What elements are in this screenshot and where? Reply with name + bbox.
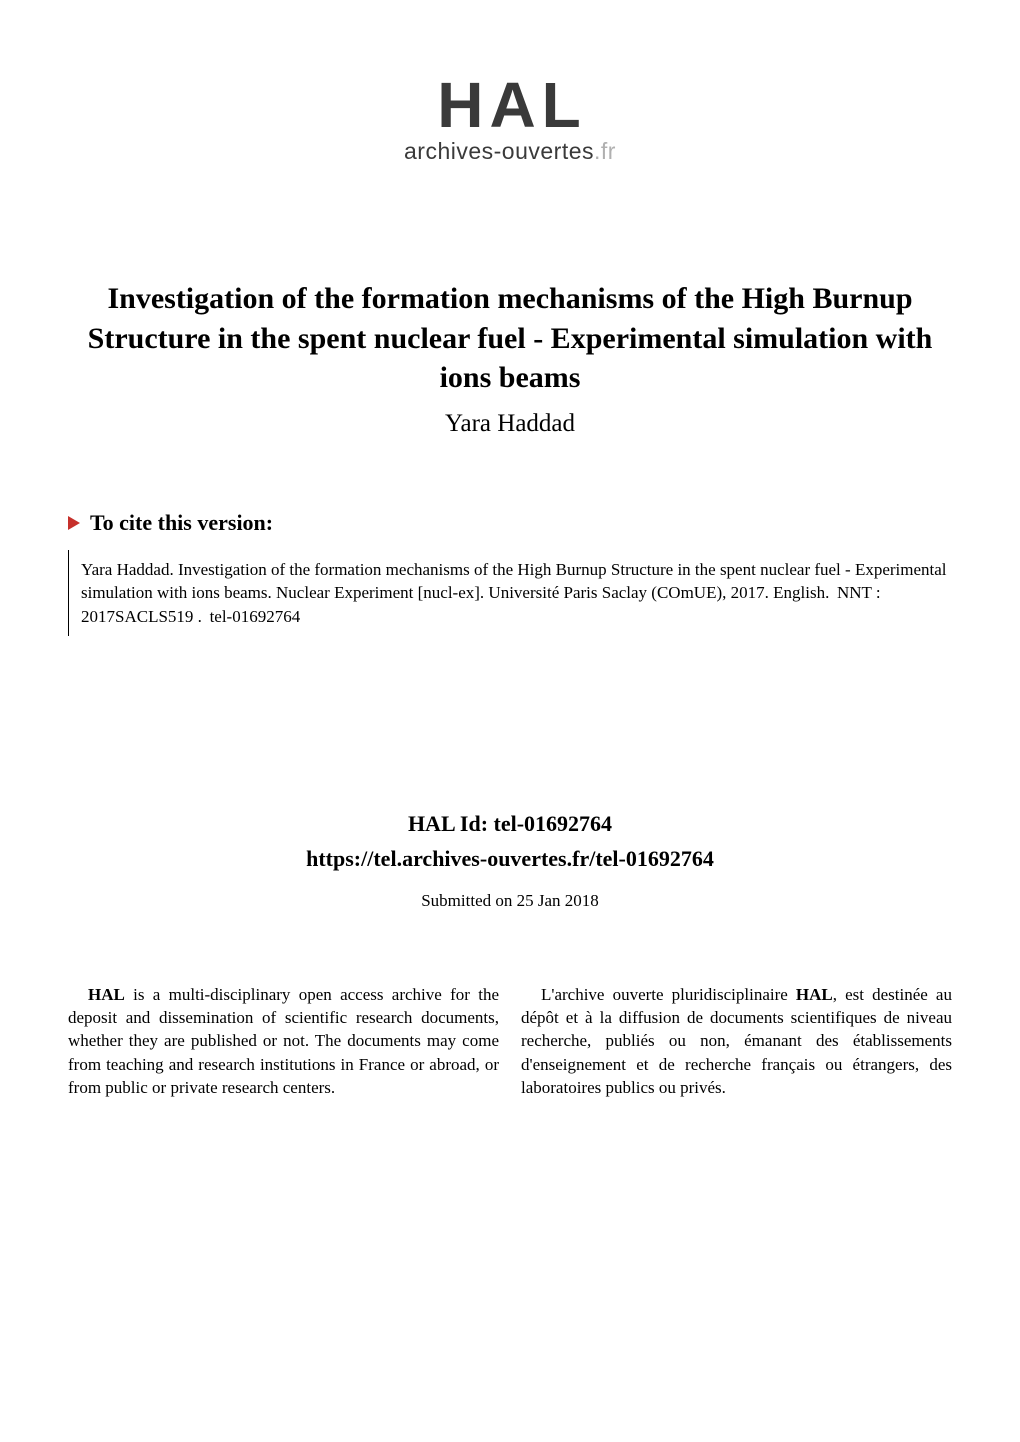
column-left: HAL is a multi-disciplinary open access … [68,983,499,1100]
col-left-text: is a multi-disciplinary open access arch… [68,985,499,1098]
hal-id-section: HAL Id: tel-01692764 https://tel.archive… [0,806,1020,910]
hal-logo: H A L archives-ouvertes.fr [404,68,616,165]
column-right: L'archive ouverte pluridisciplinaire HAL… [521,983,952,1100]
description-columns: HAL is a multi-disciplinary open access … [0,983,1020,1100]
cite-heading: To cite this version: [68,510,952,536]
triangle-right-icon [68,516,80,530]
cite-heading-text: To cite this version: [90,510,273,536]
hal-url: https://tel.archives-ouvertes.fr/tel-016… [0,841,1020,876]
hal-logo-subtitle: archives-ouvertes.fr [404,138,616,165]
cite-section: To cite this version: Yara Haddad. Inves… [0,510,1020,636]
citation-text: Yara Haddad. Investigation of the format… [68,550,952,636]
hal-logo-letters: H A L [437,68,583,142]
logo-subtitle-suffix: .fr [594,138,616,164]
submitted-date: Submitted on 25 Jan 2018 [0,891,1020,911]
col-right-text: L'archive ouverte pluridisciplinaire HAL… [521,985,952,1098]
logo-letter-l: L [542,68,583,142]
hal-logo-area: H A L archives-ouvertes.fr [0,0,1020,165]
hal-id-label: HAL Id: tel-01692764 [0,806,1020,841]
paper-title: Investigation of the formation mechanism… [0,279,1020,398]
col-left-lead: HAL [88,985,125,1004]
paper-author: Yara Haddad [0,410,1020,438]
logo-letter-a: A [489,68,537,142]
col-right-bold: HAL [796,985,833,1004]
logo-letter-h: H [437,68,485,142]
